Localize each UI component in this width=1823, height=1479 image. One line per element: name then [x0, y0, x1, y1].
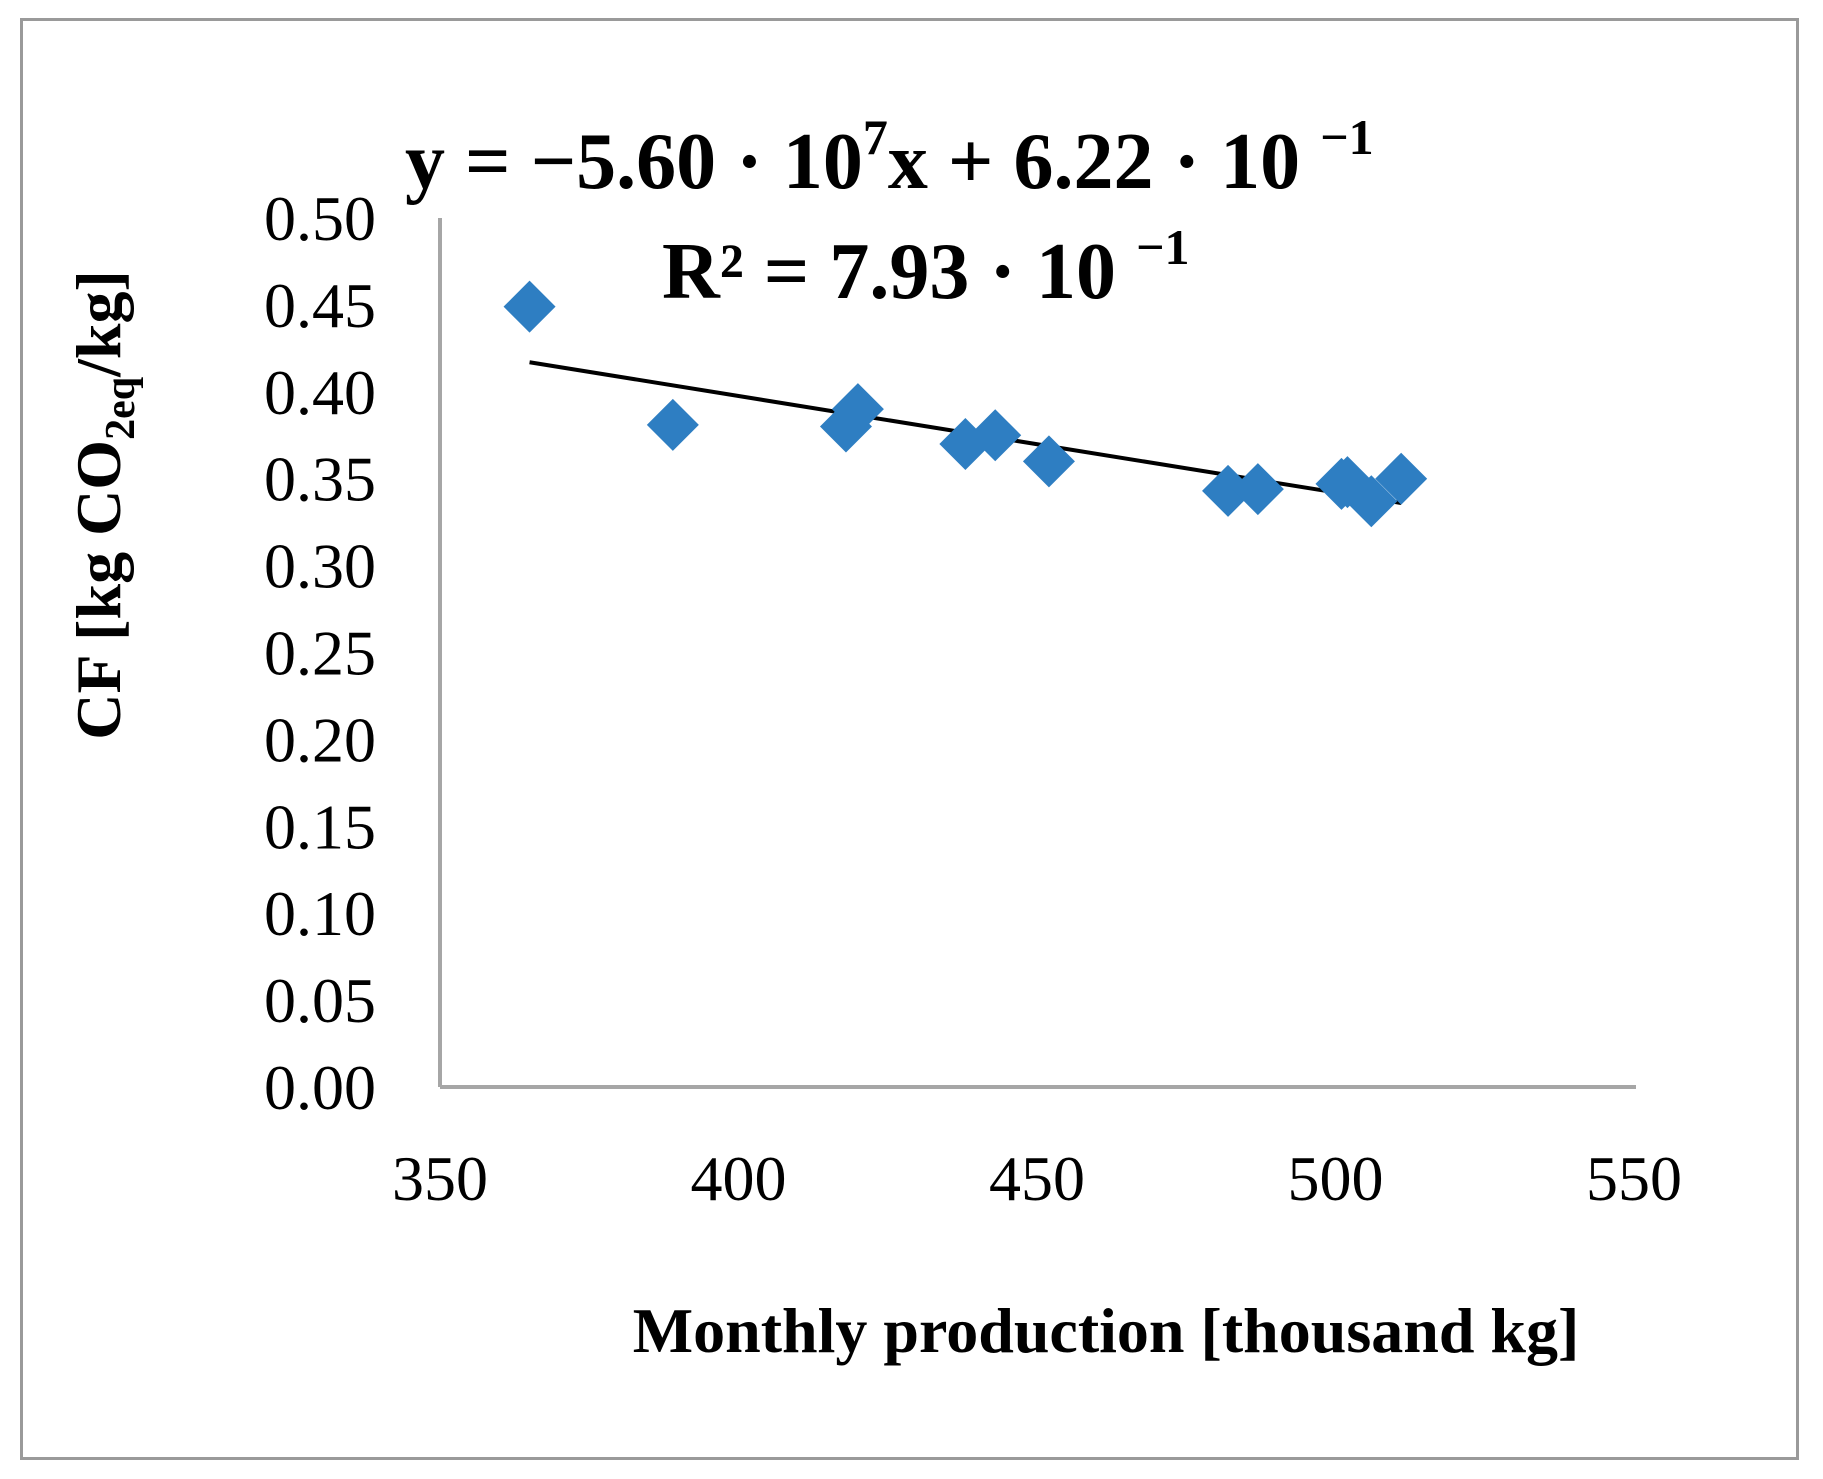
x-axis-title: Monthly production [thousand kg]: [633, 1295, 1580, 1366]
data-point: [1022, 435, 1075, 488]
x-tick-label: 550: [1586, 1143, 1682, 1214]
x-tick-label: 350: [392, 1143, 488, 1214]
x-tick-labels: 350 400 450 500 550: [392, 1143, 1682, 1214]
data-point: [1231, 463, 1284, 516]
y-tick-label: 0.45: [264, 270, 376, 341]
data-point: [503, 280, 556, 333]
y-tick-label: 0.10: [264, 878, 376, 949]
regression-equation: y = −5.60 · 107x + 6.22 · 10 −1: [405, 109, 1374, 206]
y-axis-title: CF [kg CO2eq/kg]: [63, 270, 144, 740]
y-tick-label: 0.20: [264, 704, 376, 775]
x-tick-label: 500: [1288, 1143, 1384, 1214]
data-point: [1202, 464, 1255, 517]
data-point: [1375, 452, 1428, 505]
data-point: [969, 409, 1022, 462]
data-point: [1345, 475, 1398, 528]
y-tick-label: 0.35: [264, 444, 376, 515]
data-points: [503, 280, 1428, 528]
r-squared-label: R² = 7.93 · 10 −1: [662, 219, 1190, 316]
y-tick-label: 0.50: [264, 183, 376, 254]
x-tick-label: 450: [989, 1143, 1085, 1214]
y-tick-label: 0.30: [264, 531, 376, 602]
y-tick-label: 0.40: [264, 357, 376, 428]
data-point: [831, 383, 884, 436]
data-point: [646, 398, 699, 451]
y-tick-label: 0.25: [264, 618, 376, 689]
chart-frame: [20, 18, 1799, 1460]
y-tick-label: 0.15: [264, 791, 376, 862]
y-tick-label: 0.00: [264, 1052, 376, 1123]
y-tick-label: 0.05: [264, 965, 376, 1036]
y-tick-labels: 0.00 0.05 0.10 0.15 0.20 0.25 0.30 0.35 0.40 0.45…: [264, 183, 376, 1123]
x-tick-label: 400: [691, 1143, 787, 1214]
